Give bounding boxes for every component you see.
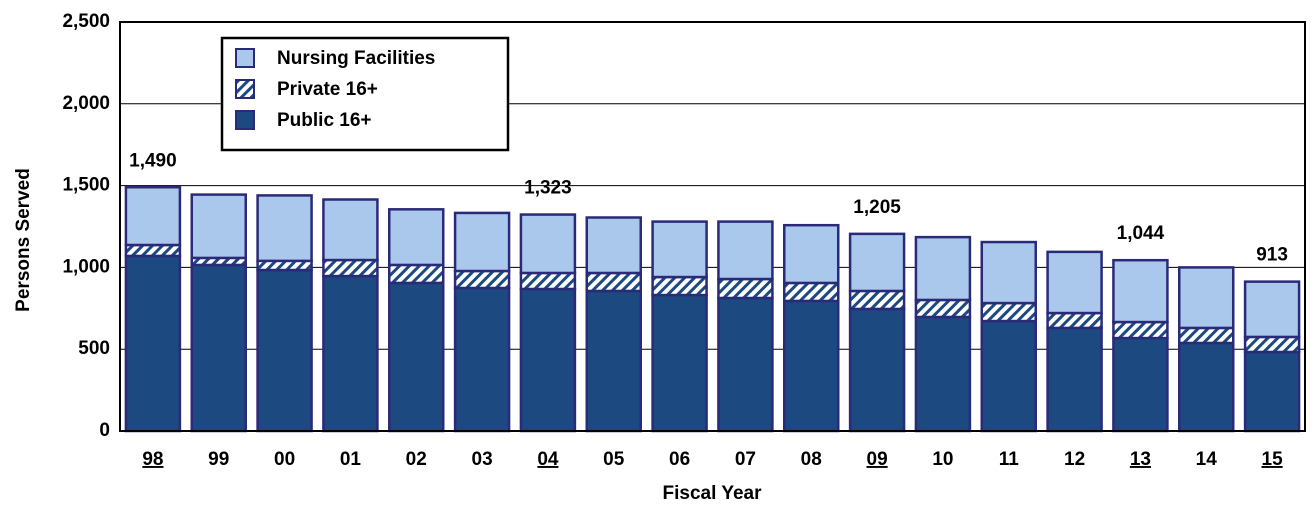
x-tick-label: 00 — [274, 449, 295, 470]
bar-segment — [519, 271, 577, 291]
bar-segment — [519, 287, 577, 433]
bar-segment — [783, 281, 840, 303]
x-tick-label: 98 — [142, 449, 163, 470]
legend-label: Public 16+ — [277, 110, 372, 131]
bar-segment — [914, 235, 972, 302]
bar-segment — [1243, 335, 1301, 354]
bar-segment — [1243, 350, 1301, 433]
bar-segment — [848, 307, 906, 433]
bar-segment — [256, 194, 313, 263]
y-tick-label: 2,000 — [62, 93, 110, 114]
x-tick-label: 02 — [406, 449, 427, 470]
bar-segment — [783, 223, 840, 285]
total-label: 1,205 — [853, 197, 901, 218]
bar-segment — [256, 259, 313, 272]
x-tick-label: 08 — [801, 449, 822, 470]
bar-segment — [651, 275, 708, 297]
legend-label: Private 16+ — [277, 79, 378, 100]
y-tick-label: 1,000 — [62, 256, 110, 277]
bar-segment — [322, 258, 379, 278]
bar-segment — [1178, 341, 1235, 433]
bar-segment — [717, 296, 774, 433]
bar-segment — [1046, 250, 1103, 315]
legend-label: Nursing Facilities — [277, 48, 435, 69]
x-tick-label: 06 — [669, 449, 690, 470]
bar-segment — [848, 289, 906, 311]
bar-segment — [914, 298, 972, 319]
bar-segment — [388, 281, 445, 433]
bar-segment — [1178, 266, 1235, 330]
x-tick-label: 01 — [340, 449, 362, 470]
x-tick-label: 13 — [1130, 449, 1151, 470]
x-tick-label: 09 — [867, 449, 888, 470]
bar-segment — [1112, 320, 1169, 340]
bar-segment — [453, 269, 511, 290]
bar-segment — [651, 293, 708, 433]
bar-segment — [1046, 326, 1103, 433]
x-axis-title: Fiscal Year — [663, 483, 763, 504]
bar-segment — [124, 185, 182, 247]
bar-segment — [717, 277, 774, 300]
total-label: 913 — [1256, 245, 1288, 266]
x-tick-label: 99 — [208, 449, 229, 470]
y-tick-label: 500 — [78, 338, 110, 359]
bar-segment — [980, 301, 1037, 323]
bar-segment — [914, 315, 972, 433]
y-tick-label: 1,500 — [62, 175, 110, 196]
bar-segment — [1178, 326, 1235, 345]
legend-swatch — [235, 48, 255, 68]
total-label: 1,323 — [524, 178, 572, 199]
bar-segment — [848, 232, 906, 293]
bar-segment — [1046, 311, 1103, 330]
y-axis-title: Persons Served — [13, 168, 34, 312]
x-tick-label: 03 — [472, 449, 493, 470]
bar-segment — [1112, 258, 1169, 324]
bar-segment — [190, 193, 247, 260]
total-label: 1,490 — [129, 150, 177, 171]
bar-segment — [1112, 336, 1169, 433]
bar-segment — [124, 243, 182, 258]
bar-segment — [1243, 280, 1301, 339]
bar-segment — [980, 240, 1037, 305]
bar-segment — [585, 289, 642, 433]
legend-swatch — [235, 110, 255, 130]
x-tick-label: 14 — [1196, 449, 1218, 470]
bar-segment — [585, 271, 642, 293]
x-tick-label: 05 — [603, 449, 625, 470]
plot-frame — [119, 21, 1306, 432]
bar-segment — [453, 211, 511, 273]
total-label: 1,044 — [1117, 223, 1165, 244]
bar-segment — [322, 274, 379, 433]
x-tick-label: 15 — [1262, 449, 1284, 470]
bar-segment — [651, 220, 708, 279]
bar-segment — [388, 263, 445, 285]
bar-segment — [190, 263, 247, 433]
x-tick-label: 10 — [932, 449, 953, 470]
bar-segment — [783, 299, 840, 433]
x-tick-label: 04 — [537, 449, 559, 470]
bar-segment — [453, 286, 511, 433]
y-tick-label: 2,500 — [62, 11, 110, 32]
legend-box — [220, 36, 510, 152]
legend-swatch — [235, 79, 255, 99]
bar-segment — [124, 254, 182, 433]
y-tick-label: 0 — [99, 420, 110, 441]
bar-segment — [585, 216, 642, 275]
bar-segment — [980, 319, 1037, 433]
x-tick-label: 12 — [1064, 449, 1085, 470]
x-tick-label: 07 — [735, 449, 756, 470]
bar-segment — [388, 208, 445, 267]
bar-segment — [256, 268, 313, 433]
legend: Nursing Facilities Private 16+ Public 16+ — [220, 36, 510, 152]
bar-segment — [519, 213, 577, 275]
x-tick-label: 11 — [999, 449, 1020, 470]
bar-segment — [717, 220, 774, 281]
bar-segment — [322, 198, 379, 262]
